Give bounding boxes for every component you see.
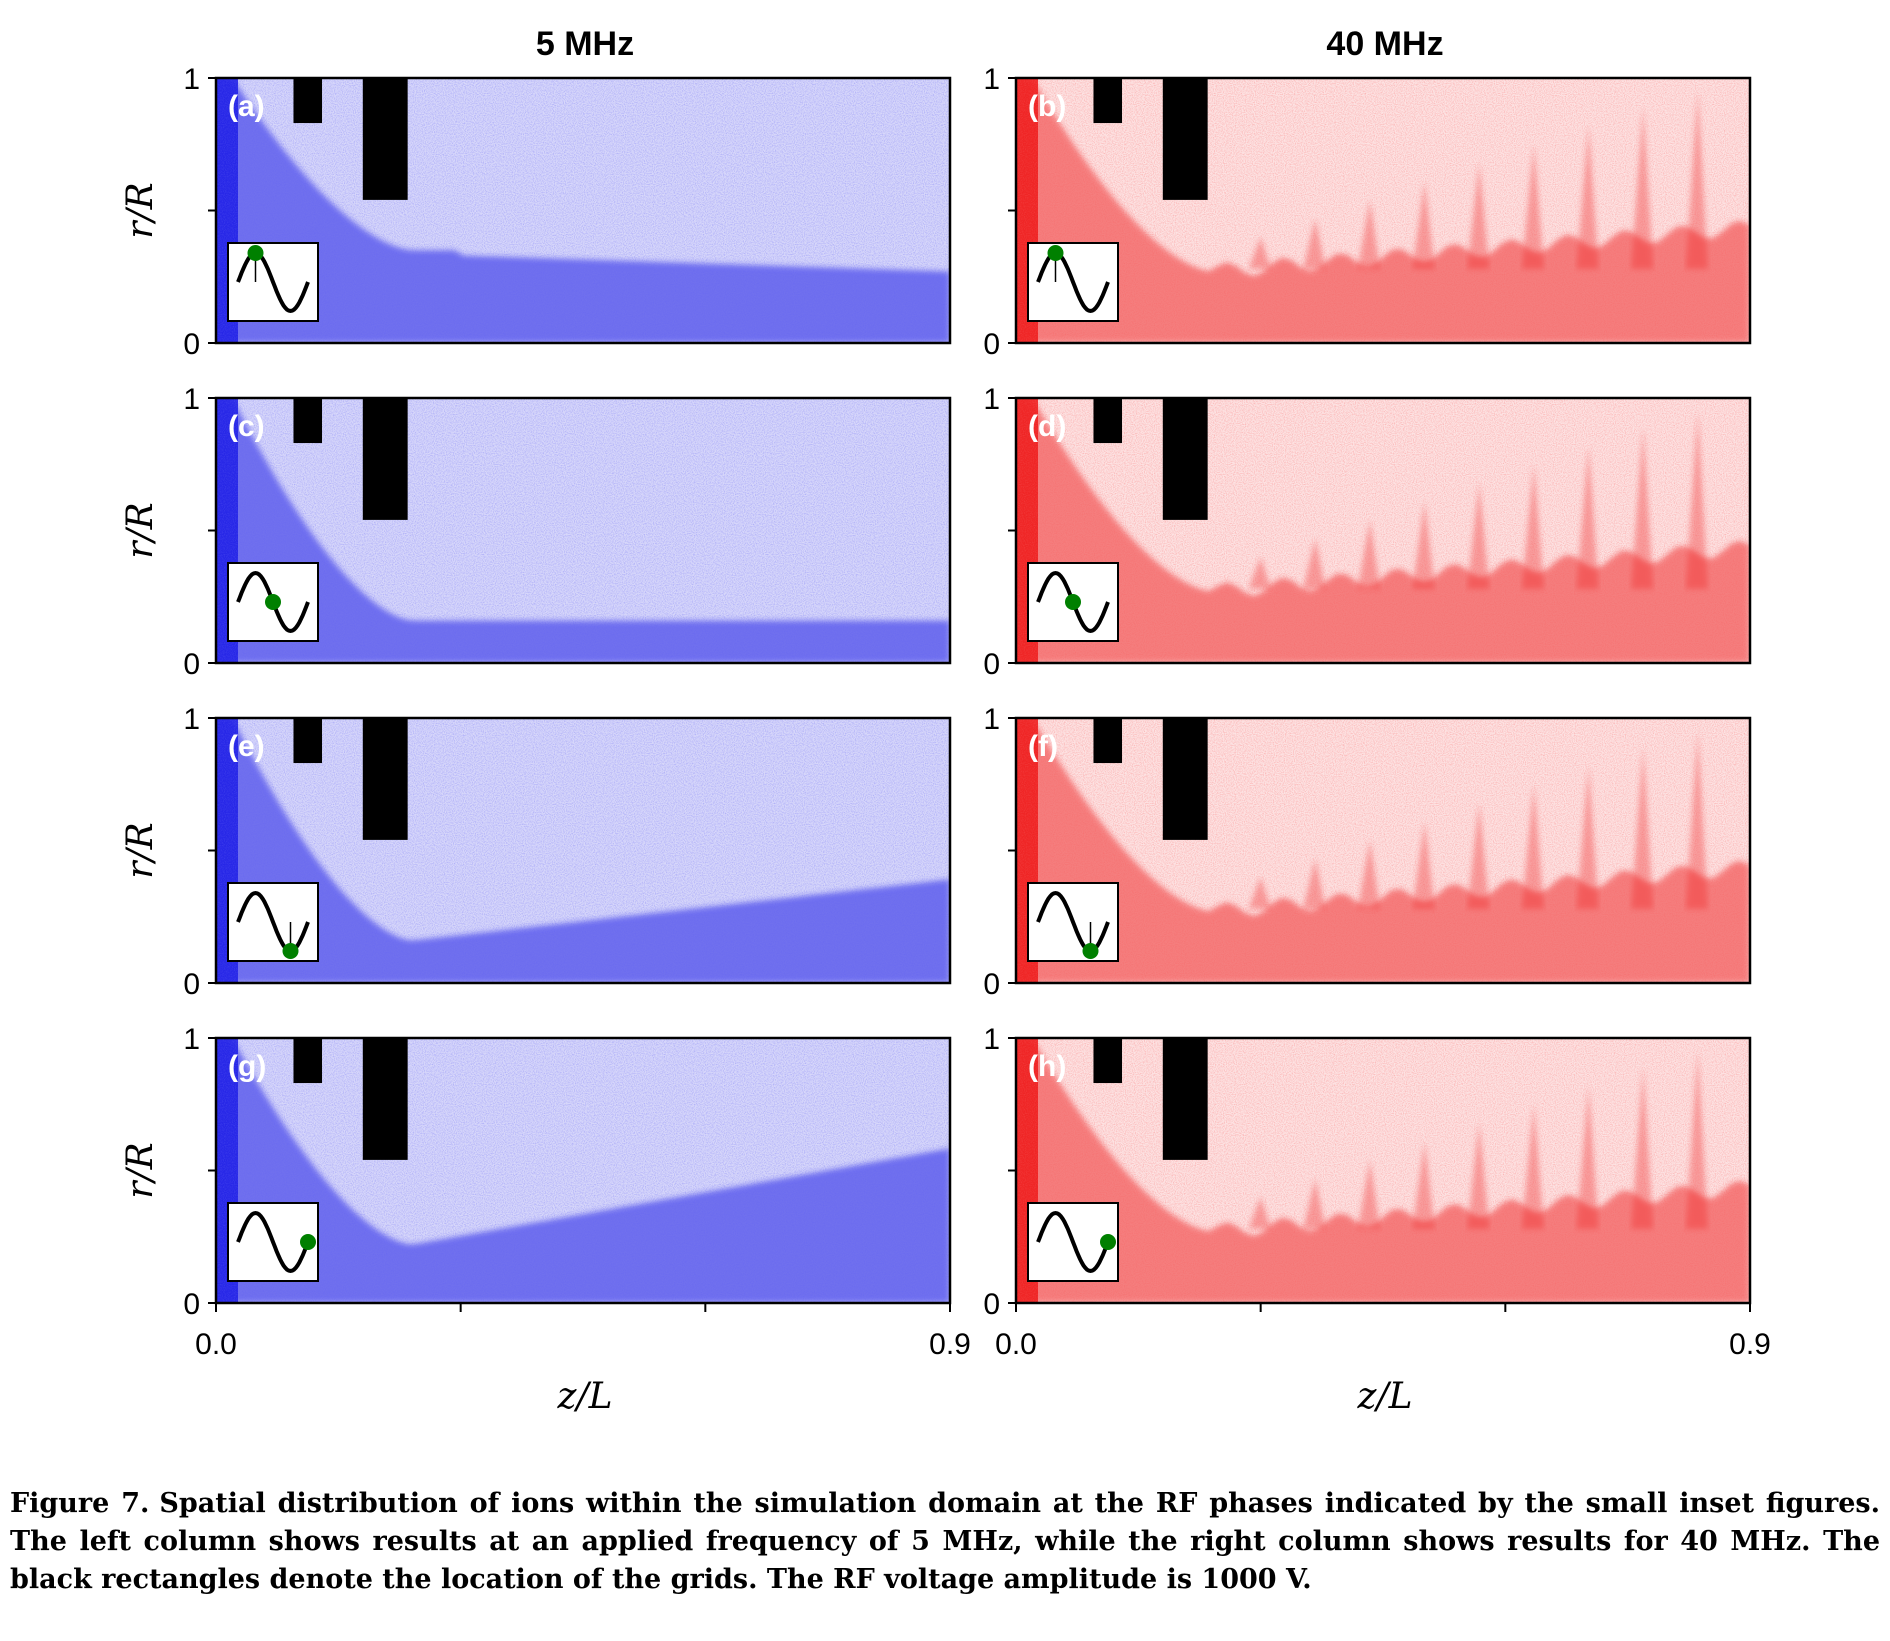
phase-inset: [1027, 1202, 1119, 1282]
y-tick-label-1: 1: [983, 383, 1000, 416]
figure: 5 MHz 40 MHz (a)01r/R(b)01(c)01r/R(d)01(…: [120, 25, 1771, 1417]
phase-inset: [1027, 882, 1119, 962]
grid-electrode-1: [1093, 398, 1123, 444]
sine-wave-icon: [1036, 1210, 1110, 1274]
grid-electrode-1: [293, 718, 323, 764]
grid-electrode-1: [293, 398, 323, 444]
y-tick-label-1: 1: [183, 383, 200, 416]
phase-dot-icon: [282, 943, 299, 959]
y-axis-label: r/R: [120, 182, 161, 238]
panel-label: (e): [228, 730, 265, 763]
y-tick-label-1: 1: [183, 703, 200, 736]
x-tick-right-end: 0.9: [1729, 1328, 1771, 1361]
grid-electrode-2: [362, 718, 408, 840]
ion-grain: [1016, 1038, 1750, 1303]
phase-dot-icon: [265, 594, 281, 610]
grid-electrode-2: [1162, 718, 1208, 840]
y-axis-label: r/R: [120, 822, 161, 878]
panel-h: (h) 0 1: [983, 1023, 1752, 1321]
y-tick-label-0: 0: [983, 968, 1000, 1001]
grid-electrode-1: [1093, 78, 1123, 124]
phase-inset: [227, 242, 319, 322]
x-tick-left-start: 0.0: [195, 1328, 237, 1361]
y-tick-label-1: 1: [983, 1023, 1000, 1056]
panel-label: (g): [228, 1050, 266, 1083]
phase-dot-icon: [1047, 245, 1064, 261]
y-tick-label-1: 1: [983, 703, 1000, 736]
phase-inset: [227, 1202, 319, 1282]
y-tick-label-1: 1: [183, 1023, 200, 1056]
y-tick-label-0: 0: [183, 328, 200, 361]
grid-electrode-1: [1093, 718, 1123, 764]
phase-dot-icon: [300, 1234, 316, 1250]
grid-electrode-2: [1162, 78, 1208, 200]
phase-dot-icon: [1082, 943, 1099, 959]
grid-electrode-2: [362, 78, 408, 200]
grid-electrode-2: [1162, 1038, 1208, 1160]
caption-text: Spatial distribution of ions within the …: [10, 1488, 1880, 1595]
panel-label: (b): [1028, 90, 1066, 123]
ion-grain: [216, 78, 950, 343]
ion-grain: [1016, 78, 1750, 343]
panel-c: (c) 0 1 r/R: [120, 383, 952, 681]
panel-label: (c): [228, 410, 265, 443]
figure-caption: Figure 7. Spatial distribution of ions wi…: [10, 1485, 1880, 1599]
panel-e: (e) 0 1 r/R: [120, 703, 952, 1001]
grid-electrode-1: [293, 1038, 323, 1084]
panel-f: (f) 0 1: [983, 703, 1752, 1001]
panels-layer: (a)01r/R(b)01(c)01r/R(d)01(e)01r/R(f)01(…: [120, 63, 1752, 1321]
panel-label: (f): [1028, 730, 1058, 763]
y-tick-label-0: 0: [983, 1288, 1000, 1321]
ion-grain: [216, 718, 950, 983]
phase-inset: [1027, 242, 1119, 322]
x-tick-left-end: 0.9: [929, 1328, 971, 1361]
x-axis-label-left: z/L: [556, 1376, 612, 1417]
y-tick-label-0: 0: [183, 968, 200, 1001]
panel-b: (b) 0 1: [983, 63, 1752, 361]
y-tick-label-0: 0: [983, 328, 1000, 361]
grid-electrode-2: [362, 1038, 408, 1160]
sine-wave-icon: [236, 1210, 310, 1274]
x-tick-right-start: 0.0: [995, 1328, 1037, 1361]
grid-electrode-1: [293, 78, 323, 124]
caption-label: Figure 7.: [10, 1488, 150, 1519]
panel-label: (h): [1028, 1050, 1066, 1083]
x-axis-label-right: z/L: [1356, 1376, 1412, 1417]
phase-inset: [227, 562, 319, 642]
y-tick-label-1: 1: [183, 63, 200, 96]
phase-inset: [227, 882, 319, 962]
panel-a: (a) 0 1 r/R: [120, 63, 952, 361]
phase-inset: [1027, 562, 1119, 642]
ion-grain: [1016, 718, 1750, 983]
y-tick-label-0: 0: [983, 648, 1000, 681]
ion-grain: [1016, 398, 1750, 663]
phase-dot-icon: [1065, 594, 1081, 610]
y-tick-label-0: 0: [183, 1288, 200, 1321]
ion-grain: [216, 398, 950, 663]
grid-electrode-1: [1093, 1038, 1123, 1084]
panel-d: (d) 0 1: [983, 383, 1752, 681]
phase-dot-icon: [1100, 1234, 1116, 1250]
grid-electrode-2: [362, 398, 408, 520]
y-tick-label-1: 1: [983, 63, 1000, 96]
grid-electrode-2: [1162, 398, 1208, 520]
ion-grain: [216, 1038, 950, 1303]
y-tick-label-0: 0: [183, 648, 200, 681]
y-axis-label: r/R: [120, 502, 161, 558]
panel-label: (a): [228, 90, 265, 123]
column-title-left: 5 MHz: [536, 25, 634, 63]
y-axis-label: r/R: [120, 1142, 161, 1198]
phase-dot-icon: [247, 245, 264, 261]
panel-label: (d): [1028, 410, 1066, 443]
panel-g: (g) 0 1 r/R: [120, 1023, 952, 1321]
column-title-right: 40 MHz: [1326, 25, 1443, 63]
